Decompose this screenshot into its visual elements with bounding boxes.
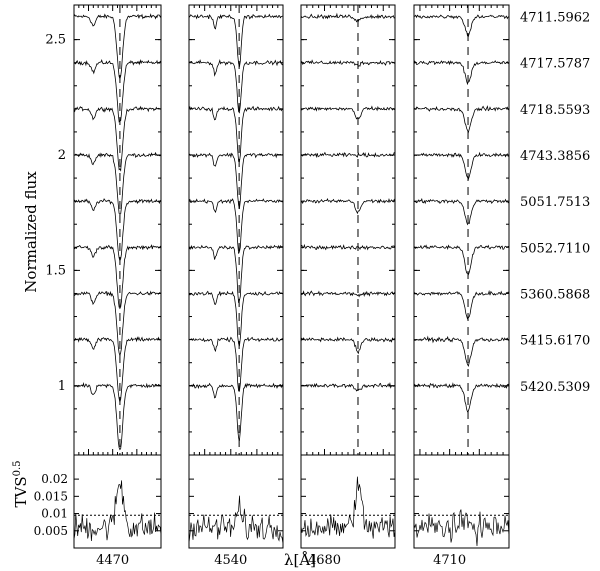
spectrum-line-epoch-3 [188, 105, 284, 163]
spectrum-line-epoch-6 [300, 243, 396, 251]
x-tick-label: 4540 [214, 553, 247, 568]
epoch-label: 5415.6170 [520, 334, 590, 349]
panels-layer [73, 4, 510, 456]
spectrum-line-epoch-5 [413, 197, 510, 226]
spectrum-panel-3 [300, 4, 396, 456]
spectrum-line-epoch-9 [413, 382, 510, 413]
x-tick-label: 4470 [96, 553, 129, 568]
flux-ytick-label: 2 [58, 148, 66, 163]
tvs-line [300, 476, 396, 539]
epoch-label: 4743.3856 [520, 149, 590, 164]
tvs-panel-4 [413, 454, 510, 549]
tvs-ytick-label: 0.01 [41, 507, 68, 521]
tvs-ytick-label: 0.02 [41, 472, 68, 486]
x-tick-label: 4710 [433, 553, 466, 568]
spectrum-line-epoch-5 [300, 197, 396, 215]
flux-ytick-label: 2.5 [45, 33, 66, 48]
epoch-label: 5051.7513 [520, 195, 590, 210]
spectrum-line-epoch-8 [413, 335, 510, 368]
x-axis-label: λ[Å] [284, 551, 316, 569]
epoch-label: 5420.5309 [520, 380, 590, 395]
spectrum-line-epoch-8 [300, 336, 396, 355]
spectrum-line-epoch-1 [73, 13, 162, 81]
spectrum-line-epoch-5 [73, 198, 162, 263]
spectrum-line-epoch-3 [413, 105, 510, 134]
tvs-axis-label-base: TVS [12, 476, 30, 507]
tvs-frame [73, 454, 162, 549]
spectrum-line-epoch-7 [188, 290, 284, 347]
spectrum-line-epoch-3 [73, 105, 162, 172]
tvs-frame [188, 454, 284, 549]
epoch-label: 4717.5787 [520, 57, 590, 72]
spectrum-line-epoch-2 [188, 59, 284, 114]
tvs-panels-layer [73, 454, 510, 549]
panel-frame [413, 4, 510, 456]
tvs-frame [413, 454, 510, 549]
spectrum-line-epoch-1 [300, 12, 396, 23]
spectrum-line-epoch-2 [300, 59, 396, 68]
panel-frame [300, 4, 396, 456]
spectrum-line-epoch-4 [300, 151, 396, 159]
spectrum-line-epoch-7 [300, 290, 396, 298]
tvs-panel-1 [73, 454, 162, 549]
flux-ytick-label: 1 [58, 379, 66, 394]
spectrum-line-epoch-9 [300, 382, 396, 392]
spectrum-line-epoch-7 [73, 290, 162, 357]
spectrum-line-epoch-4 [413, 151, 510, 181]
spectrum-line-epoch-6 [73, 244, 162, 310]
spectrum-line-epoch-4 [188, 152, 284, 210]
y-axis-label: Normalized flux [22, 171, 40, 293]
tvs-line [188, 495, 284, 544]
tvs-ytick-label: 0.005 [34, 524, 68, 538]
epoch-label: 5052.7110 [520, 241, 590, 256]
spectrum-line-epoch-8 [73, 336, 162, 403]
spectrum-panel-4 [413, 4, 510, 456]
panel-frame [188, 4, 284, 456]
spectrum-line-epoch-6 [413, 244, 510, 276]
spectrum-panel-2 [188, 4, 284, 456]
tvs-panel-2 [188, 454, 284, 549]
tvs-axis-label: TVS0.5 [12, 460, 30, 507]
spectrum-line-epoch-1 [413, 14, 510, 37]
epoch-label: 4711.5962 [520, 11, 590, 26]
flux-ytick-label: 1.5 [45, 263, 66, 278]
spectrum-line-epoch-2 [73, 58, 162, 123]
tvs-axis-label-exponent: 0.5 [12, 460, 23, 476]
spectrum-line-epoch-2 [413, 60, 509, 86]
spectrum-line-epoch-9 [188, 382, 284, 442]
spectrum-line-epoch-3 [300, 105, 396, 120]
tvs-panel-3 [300, 454, 396, 549]
spectrum-panel-1 [73, 4, 162, 456]
spectrum-line-epoch-6 [188, 244, 284, 304]
spectrum-line-epoch-7 [413, 289, 510, 320]
tvs-frame [300, 454, 396, 549]
spectrum-line-epoch-9 [73, 381, 162, 451]
tvs-line [73, 480, 162, 542]
spectrum-line-epoch-5 [188, 198, 284, 254]
x-tick-label: 4680 [308, 553, 341, 568]
spectrum-line-epoch-1 [188, 13, 284, 68]
spectrum-line-epoch-8 [188, 336, 284, 392]
tvs-line [413, 509, 510, 547]
epoch-label: 4718.5593 [520, 103, 590, 118]
labels-layer: Normalized flux λ[Å] TVS0.5 1 1.5 2 2.5 0.00… [12, 11, 590, 569]
epoch-label: 5360.5868 [520, 287, 590, 302]
spectrum-line-epoch-4 [73, 151, 162, 215]
tvs-ytick-label: 0.015 [34, 489, 68, 503]
